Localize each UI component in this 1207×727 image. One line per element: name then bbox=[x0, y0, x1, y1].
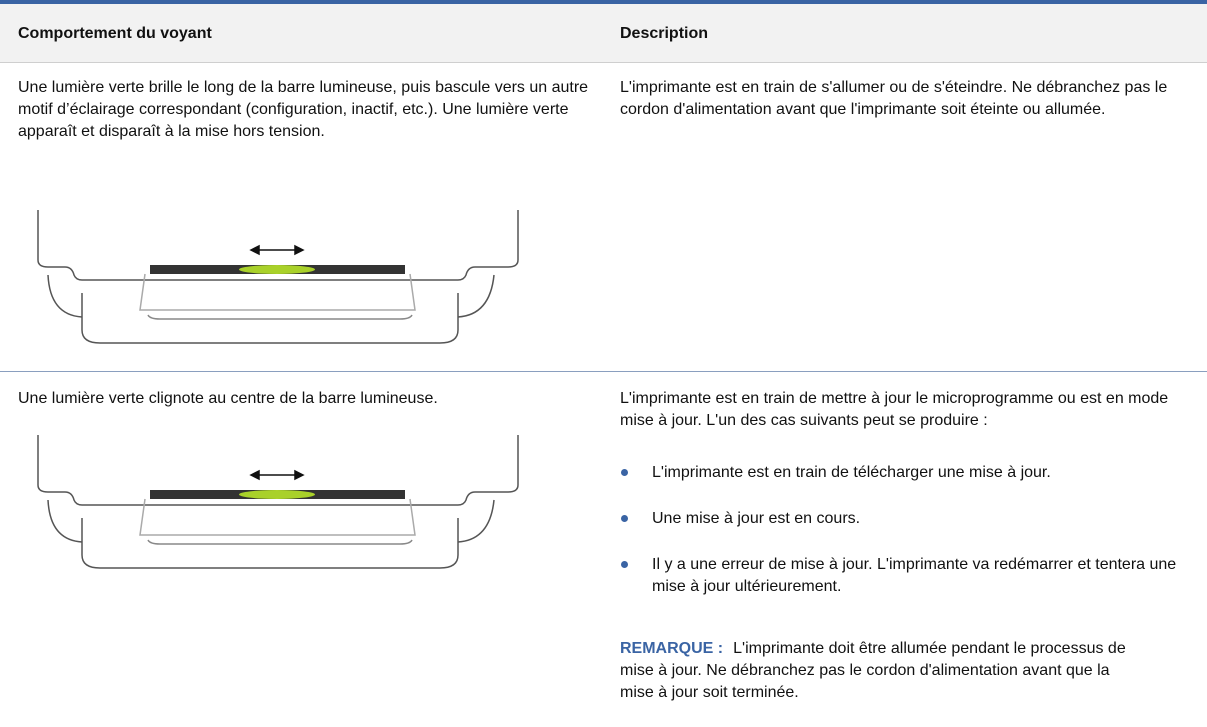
note: REMARQUE : L'imprimante doit être allumée… bbox=[620, 638, 1140, 704]
note-text: L'imprimante doit être allumée pendant l… bbox=[620, 640, 1126, 701]
bullet-text: Il y a une erreur de mise à jour. L'impr… bbox=[652, 556, 1177, 595]
row-separator bbox=[0, 371, 1207, 372]
description-text: L'imprimante est en train de mettre à jo… bbox=[620, 390, 1169, 429]
bullet-text: Une mise à jour est en cours. bbox=[652, 510, 861, 527]
behavior-text: Une lumière verte brille le long de la b… bbox=[18, 79, 589, 140]
bullet-text: L'imprimante est en train de télécharger… bbox=[652, 464, 1051, 481]
note-label: REMARQUE : bbox=[620, 640, 724, 657]
printer-illustration bbox=[20, 430, 520, 575]
top-rule bbox=[0, 0, 1207, 4]
bullet bbox=[621, 515, 628, 522]
header-cell: Description bbox=[620, 25, 709, 42]
bullet bbox=[621, 561, 628, 568]
header-cell: Comportement du voyant bbox=[18, 25, 212, 42]
printer-illustration bbox=[20, 205, 520, 350]
table-header: Comportement du voyant Description bbox=[0, 4, 1207, 63]
description-text: L'imprimante est en train de s'allumer o… bbox=[620, 79, 1168, 118]
bullet bbox=[621, 469, 628, 476]
behavior-text: Une lumière verte clignote au centre de … bbox=[18, 390, 438, 407]
